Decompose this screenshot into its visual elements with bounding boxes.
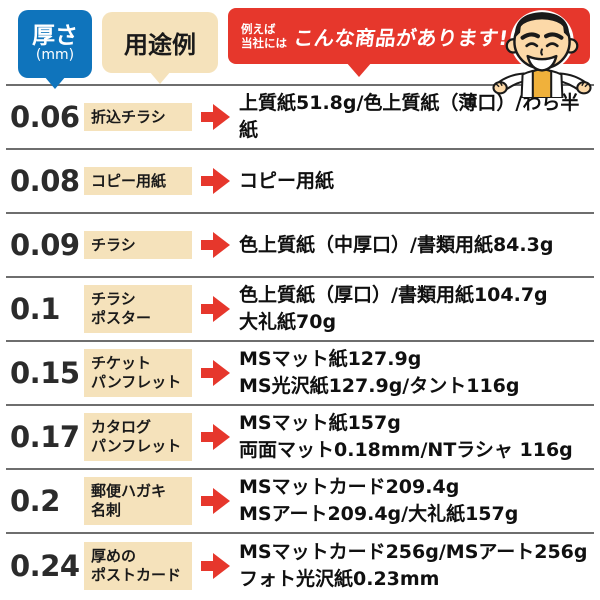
product-text: MSマットカード256g/MSアート256g フォト光沢紙0.23mm [239,541,588,590]
thickness-unit: (mm) [35,47,75,64]
arrow-right-icon [201,488,231,514]
table-row: 0.17 カタログ パンフレット MSマット紙157g 両面マット0.18mm/… [6,406,594,470]
arrow-right-icon [201,232,231,258]
usage-label: コピー用紙 [84,166,192,196]
product-text: MSマット紙157g 両面マット0.18mm/NTラシャ 116g [239,412,573,461]
product-text: 色上質紙（厚口）/書類用紙104.7g 大礼紙70g [239,284,548,333]
banner-small-text: 例えば 当社には [241,21,287,50]
speech-bubble-tail [149,71,171,84]
usage-label: 郵便ハガキ 名刺 [84,477,192,525]
thickness-title: 厚さ [32,23,78,50]
arrow-right-icon [201,424,231,450]
thickness-value: 0.15 [10,356,80,390]
table-row: 0.09 チラシ 色上質紙（中厚口）/書類用紙84.3g [6,214,594,278]
thickness-value: 0.24 [10,549,80,583]
arrow-right-icon [201,168,231,194]
table-row: 0.1 チラシ ポスター 色上質紙（厚口）/書類用紙104.7g 大礼紙70g [6,278,594,342]
usage-title: 用途例 [124,31,196,59]
thickness-value: 0.17 [10,420,80,454]
usage-label: チケット パンフレット [84,349,192,397]
usage-column-header: 用途例 [102,12,218,84]
usage-label: カタログ パンフレット [84,413,192,461]
arrow-right-icon [201,553,231,579]
usage-label: 厚めの ポストカード [84,542,192,590]
thickness-column-header: 厚さ (mm) [18,10,92,89]
table-row: 0.2 郵便ハガキ 名刺 MSマットカード209.4g MSアート209.4g/… [6,470,594,534]
arrow-right-icon [201,360,231,386]
product-text: コピー用紙 [239,169,335,192]
table-row: 0.15 チケット パンフレット MSマット紙127.9g MS光沢紙127.9… [6,342,594,406]
speech-bubble-tail [346,62,372,77]
thickness-value: 0.2 [10,484,60,518]
banner-title: こんな商品があります! [292,25,511,50]
thickness-value: 0.1 [10,292,60,326]
thickness-table: 0.06 折込チラシ 上質紙51.8g/色上質紙（薄口）/わら半紙 0.08 コ… [6,86,594,598]
mascot-icon [492,10,592,98]
product-text: MSマットカード209.4g MSアート209.4g/大礼紙157g [239,476,519,525]
chart-header: 厚さ (mm) 用途例 例えば 当社には こんな商品があります! [6,0,594,98]
arrow-right-icon [201,296,231,322]
product-text: 上質紙51.8g/色上質紙（薄口）/わら半紙 [239,92,580,141]
arrow-right-icon [201,104,231,130]
table-row: 0.06 折込チラシ 上質紙51.8g/色上質紙（薄口）/わら半紙 [6,86,594,150]
speech-bubble-tail [44,76,66,89]
product-text: MSマット紙127.9g MS光沢紙127.9g/タント116g [239,348,520,397]
usage-label: チラシ ポスター [84,285,192,333]
usage-label: チラシ [84,230,192,260]
usage-label: 折込チラシ [84,102,192,132]
thickness-value: 0.09 [10,228,80,262]
table-row: 0.08 コピー用紙 コピー用紙 [6,150,594,214]
thickness-value: 0.06 [10,100,80,134]
product-text: 色上質紙（中厚口）/書類用紙84.3g [239,233,554,256]
thickness-value: 0.08 [10,164,80,198]
table-row: 0.24 厚めの ポストカード MSマットカード256g/MSアート256g フ… [6,534,594,598]
